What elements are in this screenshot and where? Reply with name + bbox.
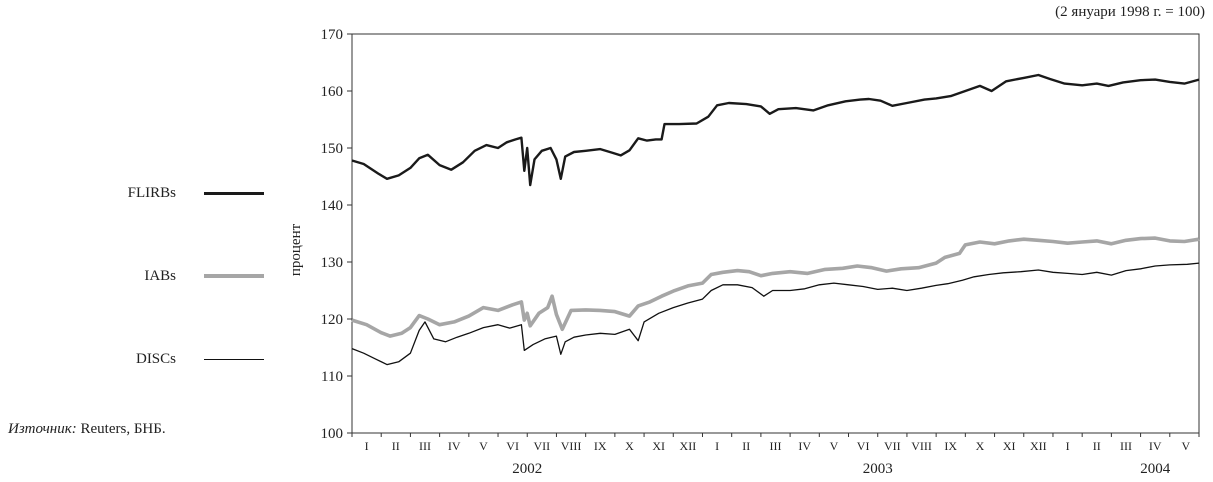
y-tick-label: 100 xyxy=(321,426,344,442)
x-axis-labels: I II III IV V VI VII VIII IX X XI XII I II III IV V VI VII… xyxy=(365,439,1191,477)
chart-lines xyxy=(351,73,1200,366)
y-tick-label: 120 xyxy=(321,312,344,328)
series-line-discs xyxy=(351,262,1200,366)
legend-label-iabs: IABs xyxy=(144,268,176,284)
x-tick-label: X xyxy=(976,439,985,453)
legend-swatch-iabs xyxy=(204,274,264,278)
x-tick-label: XI xyxy=(652,439,665,453)
y-tick-label: 130 xyxy=(321,255,344,271)
x-tick-label: VII xyxy=(884,439,901,453)
source-text: Reuters, БНБ. xyxy=(76,421,166,437)
base-note: (2 януари 1998 г. = 100) xyxy=(1055,4,1205,20)
legend-swatch-flirbs xyxy=(204,192,264,195)
series-line-flirbs xyxy=(351,73,1200,187)
x-tick-label: II xyxy=(742,439,750,453)
y-tick-label: 170 xyxy=(321,27,344,43)
x-tick-label: III xyxy=(1120,439,1132,453)
legend-item-flirbs: FLIRBs xyxy=(40,183,264,203)
x-tick-label: IX xyxy=(944,439,957,453)
x-tick-label: III xyxy=(419,439,431,453)
x-tick-label: XI xyxy=(1003,439,1016,453)
x-tick-label: I xyxy=(1066,439,1070,453)
x-tick-label: XII xyxy=(1030,439,1047,453)
x-tick-label: I xyxy=(365,439,369,453)
y-tick-label: 160 xyxy=(321,84,344,100)
y-tick-label: 140 xyxy=(321,198,344,214)
x-tick-label: VIII xyxy=(911,439,932,453)
x-tick-label: IV xyxy=(1149,439,1162,453)
x-tick-label: VI xyxy=(506,439,519,453)
x-tick-label: III xyxy=(770,439,782,453)
y-tick-label: 150 xyxy=(321,141,344,157)
x-tick-label: V xyxy=(1182,439,1191,453)
year-label: 2002 xyxy=(512,461,542,477)
year-label: 2004 xyxy=(1140,461,1171,477)
series-line-iabs xyxy=(351,236,1200,338)
x-tick-label: XII xyxy=(680,439,697,453)
chart-axes: 100 110 120 130 140 150 160 170 xyxy=(321,27,1200,442)
plot-frame xyxy=(351,33,1200,434)
x-tick-label: VI xyxy=(857,439,870,453)
year-label: 2003 xyxy=(863,461,893,477)
x-tick-label: I xyxy=(715,439,719,453)
legend-item-discs: DISCs xyxy=(40,349,264,369)
x-tick-label: IV xyxy=(448,439,461,453)
source-note: Източник: Reuters, БНБ. xyxy=(8,421,166,438)
x-tick-label: II xyxy=(392,439,400,453)
x-tick-label: II xyxy=(1093,439,1101,453)
x-tick-label: V xyxy=(479,439,488,453)
legend-label-discs: DISCs xyxy=(135,351,176,367)
x-tick-label: V xyxy=(830,439,839,453)
x-tick-label: VIII xyxy=(561,439,582,453)
legend-item-iabs: IABs xyxy=(40,266,264,286)
x-tick-label: IV xyxy=(798,439,811,453)
legend-swatch-discs xyxy=(204,359,264,360)
x-tick-label: IX xyxy=(594,439,607,453)
y-axis-label: процент xyxy=(288,223,304,276)
y-tick-label: 110 xyxy=(321,369,343,385)
legend-label-flirbs: FLIRBs xyxy=(127,185,176,201)
x-tick-label: X xyxy=(625,439,634,453)
source-label: Източник: xyxy=(8,421,77,437)
x-tick-label: VII xyxy=(534,439,551,453)
